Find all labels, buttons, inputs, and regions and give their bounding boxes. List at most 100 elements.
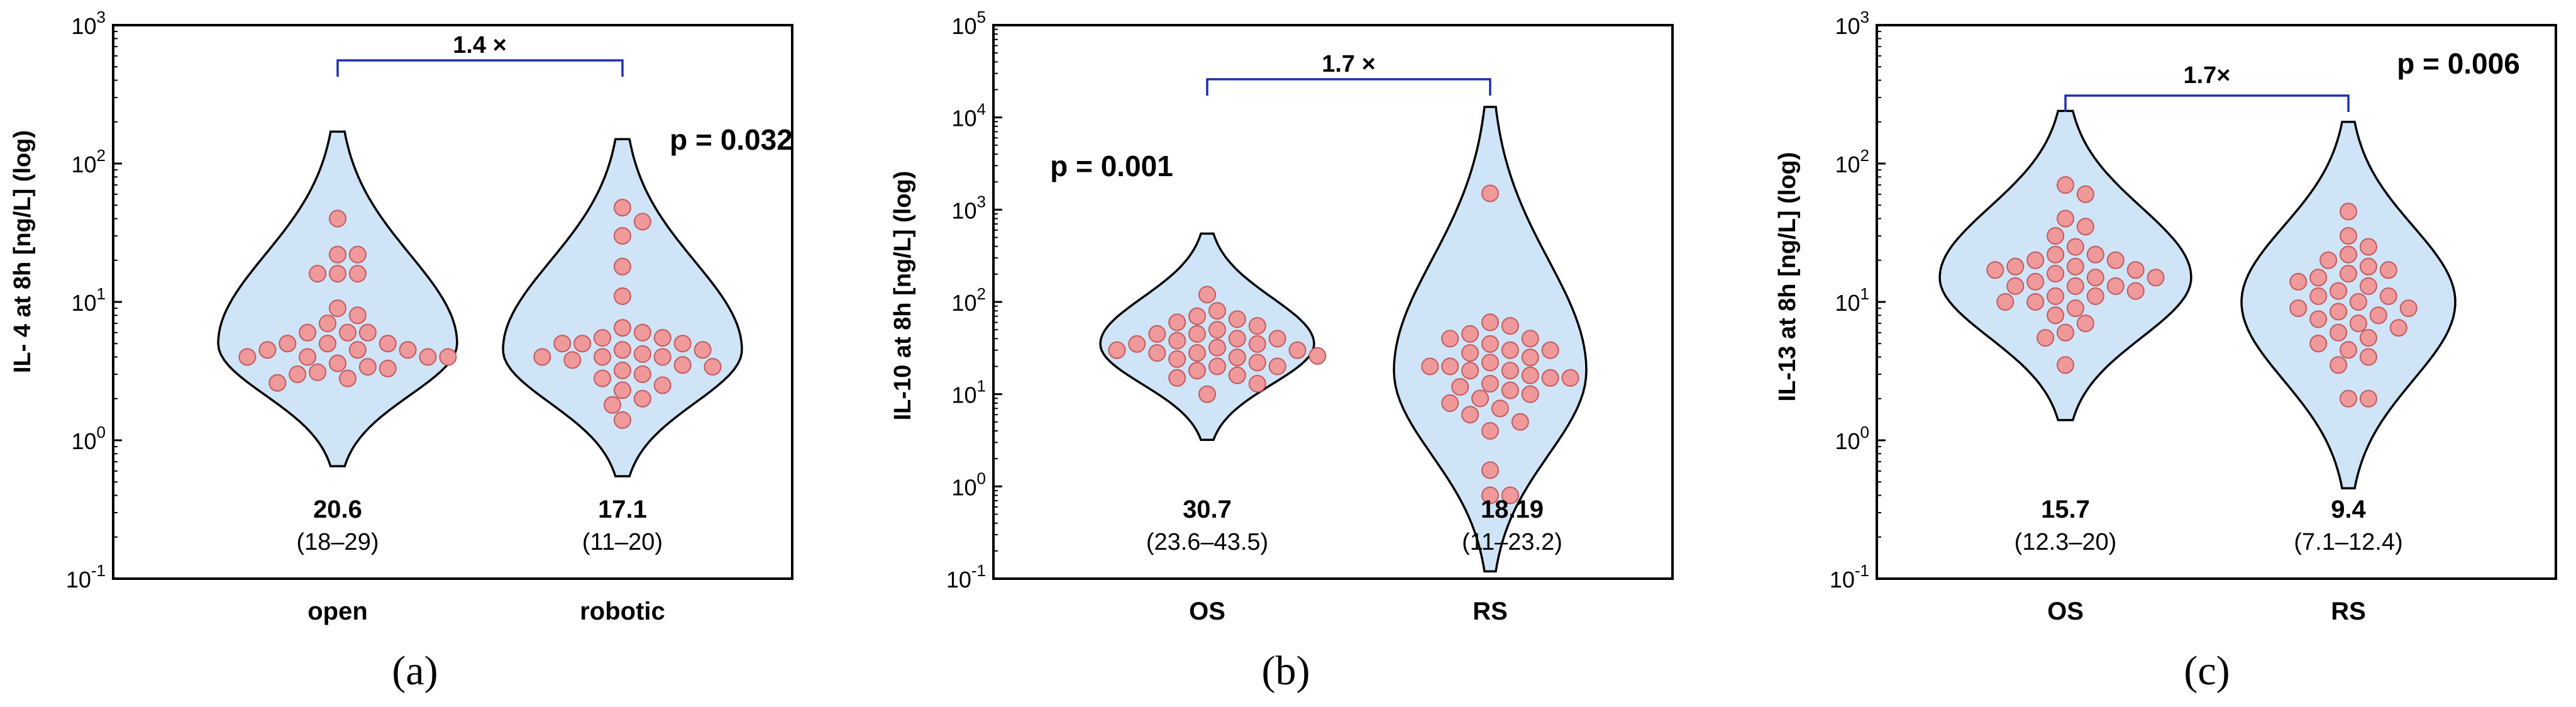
iqr-label-b-rs: (11–23.2) <box>1462 529 1562 555</box>
data-point-c-os-26 <box>2066 299 2084 318</box>
data-point-c-rs-26 <box>2359 348 2377 366</box>
data-point-b-rs-21 <box>1501 381 1519 399</box>
data-point-b-rs-24 <box>1441 394 1459 412</box>
data-point-b-rs-30 <box>1481 486 1499 504</box>
violins-a <box>217 130 743 477</box>
data-point-c-rs-13 <box>2379 287 2397 305</box>
data-point-a-open-27 <box>339 369 357 387</box>
data-point-a-robotic-4 <box>614 287 631 305</box>
data-point-b-os-19 <box>1308 347 1327 365</box>
data-point-c-rs-11 <box>2330 282 2348 300</box>
data-point-a-open-5 <box>309 265 327 283</box>
data-point-b-rs-12 <box>1441 357 1459 376</box>
fold-change-label-a: 1.4 × <box>453 32 507 58</box>
y-tick-label-b-0: 10-1 <box>946 561 986 593</box>
data-point-b-rs-29 <box>1481 461 1499 479</box>
y-tick-label-b-2: 101 <box>951 377 986 408</box>
data-point-b-os-23 <box>1208 357 1226 376</box>
y-tick-label-a-3: 102 <box>71 146 106 177</box>
y-axis-label-c: IL-13 at 8h [ng/L] (log) <box>1774 152 1801 402</box>
y-tick-label-a-0: 10-1 <box>66 561 106 593</box>
comparison-bracket-a <box>336 59 624 77</box>
iqr-label-c-rs: (7.1–12.4) <box>2294 529 2402 555</box>
plot-frame-b <box>992 24 1674 580</box>
data-point-c-os-16 <box>2147 269 2165 287</box>
data-point-a-robotic-24 <box>653 376 672 394</box>
median-label-c-os: 15.7 <box>2041 496 2090 523</box>
data-point-c-os-13 <box>1986 261 2004 279</box>
data-point-c-os-5 <box>2066 238 2084 256</box>
data-point-a-open-17 <box>258 341 277 359</box>
data-point-a-robotic-26 <box>633 389 651 408</box>
data-point-b-os-1 <box>1208 302 1226 320</box>
data-point-b-os-28 <box>1248 375 1266 392</box>
data-point-c-rs-15 <box>2289 299 2308 318</box>
data-point-a-open-8 <box>319 315 336 333</box>
data-point-a-robotic-17 <box>533 348 551 366</box>
data-point-a-open-22 <box>329 354 346 372</box>
data-point-a-robotic-2 <box>614 227 631 245</box>
data-point-c-rs-7 <box>2340 265 2357 283</box>
y-tick-label-c-3: 102 <box>1835 146 1869 177</box>
data-point-c-os-10 <box>2066 257 2084 276</box>
data-point-b-os-26 <box>1228 366 1246 384</box>
data-point-c-os-6 <box>2047 245 2065 264</box>
data-point-b-os-4 <box>1168 313 1186 331</box>
data-point-b-rs-0 <box>1481 184 1499 203</box>
data-point-c-rs-10 <box>2359 277 2377 295</box>
data-point-c-rs-8 <box>2309 269 2328 287</box>
data-point-a-robotic-3 <box>614 257 631 276</box>
data-point-a-robotic-5 <box>614 319 631 337</box>
data-point-c-os-17 <box>2026 272 2045 291</box>
data-point-c-os-25 <box>1996 293 2015 311</box>
data-point-c-rs-27 <box>2330 356 2348 374</box>
p-value-b: p = 0.001 <box>1050 150 1173 182</box>
iqr-label-c-os: (12.3–20) <box>2015 529 2117 555</box>
data-point-b-os-16 <box>1108 341 1126 359</box>
median-label-a-robotic: 17.1 <box>598 496 647 523</box>
data-point-b-rs-1 <box>1481 313 1499 331</box>
data-point-b-os-24 <box>1268 357 1286 376</box>
data-point-a-open-16 <box>399 341 417 359</box>
data-point-c-os-9 <box>2106 251 2125 269</box>
data-point-a-robotic-21 <box>614 361 631 379</box>
data-point-a-open-24 <box>379 359 397 377</box>
y-ticks-a: 10-1 100 101 102 103 <box>66 8 122 593</box>
data-point-b-rs-27 <box>1511 413 1529 431</box>
data-point-c-os-7 <box>2086 245 2104 264</box>
fold-change-label-b: 1.7 × <box>1322 51 1376 77</box>
median-label-b-os: 30.7 <box>1183 496 1232 523</box>
data-point-a-open-25 <box>309 363 327 381</box>
points-b <box>1108 184 1579 504</box>
data-point-b-rs-23 <box>1471 389 1490 408</box>
data-point-b-rs-18 <box>1561 369 1579 387</box>
data-point-b-rs-5 <box>1441 330 1459 348</box>
data-point-b-os-25 <box>1188 362 1206 380</box>
y-tick-label-c-4: 103 <box>1835 8 1869 39</box>
panel-label-b: (b) <box>1262 648 1310 694</box>
data-point-b-rs-26 <box>1461 406 1479 424</box>
category-label-b-rs: RS <box>1473 598 1508 625</box>
y-tick-label-c-2: 101 <box>1835 284 1869 316</box>
comparison-bracket-b <box>1206 78 1491 96</box>
data-point-a-open-9 <box>339 323 357 342</box>
p-value-a: p = 0.032 <box>670 123 793 156</box>
data-point-b-rs-14 <box>1501 362 1519 380</box>
data-point-a-open-26 <box>289 365 307 383</box>
data-point-b-os-8 <box>1148 325 1166 343</box>
data-point-a-open-18 <box>299 348 317 366</box>
data-point-a-robotic-25 <box>614 381 631 399</box>
data-point-b-os-14 <box>1208 338 1226 357</box>
data-point-c-os-29 <box>2057 323 2074 342</box>
data-point-a-robotic-9 <box>573 335 592 353</box>
data-point-c-os-1 <box>2076 185 2094 203</box>
data-point-c-rs-3 <box>2340 245 2357 264</box>
data-point-c-os-18 <box>2066 277 2084 295</box>
data-point-c-os-24 <box>2026 293 2045 311</box>
data-point-a-robotic-15 <box>594 348 612 366</box>
data-point-a-open-23 <box>358 358 377 376</box>
data-point-a-robotic-14 <box>633 345 651 363</box>
data-point-a-robotic-16 <box>653 348 672 366</box>
data-point-a-robotic-23 <box>594 369 612 387</box>
data-point-b-rs-8 <box>1541 341 1559 359</box>
